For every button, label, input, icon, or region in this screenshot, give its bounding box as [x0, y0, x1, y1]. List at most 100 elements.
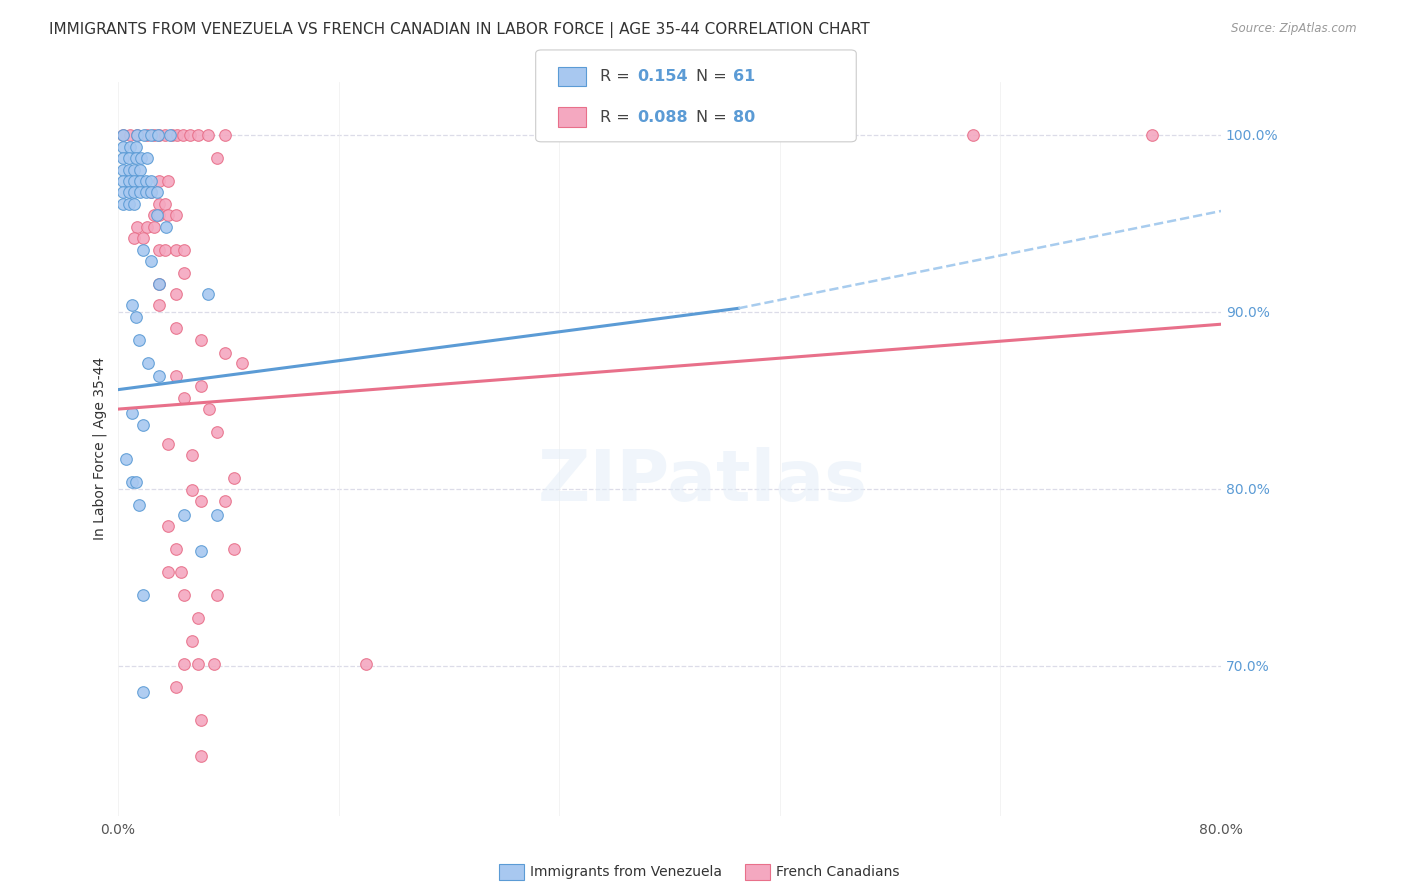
Text: ZIPatlas: ZIPatlas — [538, 447, 868, 516]
Point — [222, 471, 245, 485]
Point — [112, 151, 135, 165]
Point — [190, 494, 212, 508]
Text: Source: ZipAtlas.com: Source: ZipAtlas.com — [1232, 22, 1357, 36]
Point — [142, 128, 165, 142]
Point — [173, 243, 195, 257]
Point — [132, 243, 155, 257]
Point — [181, 633, 204, 648]
Point — [134, 128, 156, 142]
Text: 0.154: 0.154 — [637, 69, 688, 84]
Point — [148, 128, 170, 142]
Point — [155, 219, 177, 234]
Point — [142, 219, 165, 234]
Text: N =: N = — [696, 69, 733, 84]
Point — [124, 230, 146, 244]
Point — [136, 356, 159, 370]
Point — [354, 657, 377, 671]
Point — [146, 128, 169, 142]
Point — [181, 483, 204, 498]
Point — [134, 185, 156, 199]
Point — [132, 685, 155, 699]
Point — [173, 588, 195, 602]
Point — [165, 680, 187, 694]
Point — [198, 402, 221, 417]
Point — [139, 185, 162, 199]
Point — [115, 451, 138, 466]
Point — [156, 208, 179, 222]
Point — [148, 208, 170, 222]
Point — [190, 714, 212, 728]
Point — [156, 174, 179, 188]
Point — [120, 128, 142, 142]
Text: Immigrants from Venezuela: Immigrants from Venezuela — [530, 865, 723, 880]
Point — [128, 333, 150, 347]
Point — [135, 219, 157, 234]
Point — [190, 543, 212, 558]
Point — [153, 128, 176, 142]
Point — [139, 174, 162, 188]
Point — [112, 140, 135, 154]
Point — [129, 174, 152, 188]
Point — [153, 243, 176, 257]
Point — [145, 185, 167, 199]
Point — [197, 128, 219, 142]
Point — [127, 219, 149, 234]
Point — [190, 748, 212, 763]
Text: French Canadians: French Canadians — [776, 865, 900, 880]
Point — [125, 475, 148, 489]
Text: 61: 61 — [733, 69, 755, 84]
Point — [214, 345, 236, 359]
Point — [179, 128, 201, 142]
Point — [197, 287, 219, 301]
Point — [139, 128, 162, 142]
Point — [156, 437, 179, 451]
Point — [120, 140, 142, 154]
Text: N =: N = — [696, 110, 733, 125]
Point — [190, 379, 212, 393]
Point — [121, 298, 143, 312]
Point — [135, 151, 157, 165]
Point — [124, 185, 146, 199]
Point — [125, 151, 148, 165]
Point — [172, 128, 194, 142]
Text: R =: R = — [600, 110, 636, 125]
Point — [145, 208, 167, 222]
Text: 80: 80 — [733, 110, 755, 125]
Point — [148, 174, 170, 188]
Point — [118, 197, 141, 211]
Point — [166, 128, 188, 142]
Point — [132, 230, 155, 244]
Point — [205, 508, 228, 523]
Point — [124, 174, 146, 188]
Point — [112, 185, 135, 199]
Point — [181, 448, 204, 462]
Point — [190, 333, 212, 347]
Point — [118, 174, 141, 188]
Point — [118, 151, 141, 165]
Point — [165, 541, 187, 556]
Point — [134, 174, 156, 188]
Point — [121, 406, 143, 420]
Point — [187, 611, 209, 625]
Point — [222, 541, 245, 556]
Point — [187, 128, 209, 142]
Point — [112, 128, 135, 142]
Point — [139, 185, 162, 199]
Point — [165, 320, 187, 334]
Point — [231, 356, 253, 370]
Point — [156, 565, 179, 579]
Point — [156, 519, 179, 533]
Point — [129, 163, 152, 178]
Point — [148, 298, 170, 312]
Point — [170, 565, 193, 579]
Point — [173, 266, 195, 280]
Point — [125, 140, 148, 154]
Point — [127, 128, 149, 142]
Point — [165, 243, 187, 257]
Point — [153, 197, 176, 211]
Point — [124, 163, 146, 178]
Text: R =: R = — [600, 69, 636, 84]
Point — [112, 197, 135, 211]
Point — [132, 417, 155, 432]
Point — [173, 392, 195, 406]
